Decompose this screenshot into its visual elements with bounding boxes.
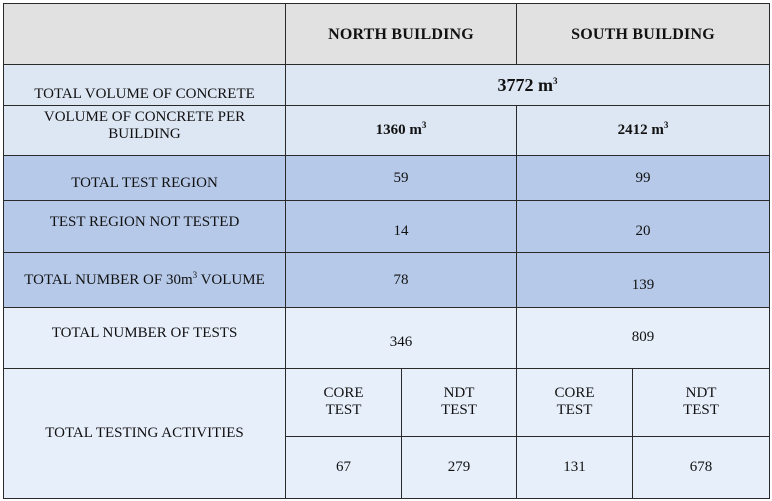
not-tested-row: TEST REGION NOT TESTED 14 20 [3, 200, 771, 254]
volume-per-building-label-line1: VOLUME OF CONCRETE PER [43, 109, 246, 126]
total-test-region-row: TOTAL TEST REGION 59 99 [3, 155, 771, 202]
north-ndt-test-value: 279 [400, 435, 518, 500]
total-tests-label: TOTAL NUMBER OF TESTS [3, 306, 286, 369]
north-core-header-line1: CORE [323, 385, 364, 402]
south-volume-exp: 3 [663, 120, 669, 131]
south-core-header-line2: TEST [556, 402, 593, 419]
volume-per-building-row: VOLUME OF CONCRETE PER BUILDING 1360 m3 … [3, 105, 771, 157]
north-core-test-value: 67 [285, 435, 402, 500]
south-core-header-line1: CORE [554, 385, 595, 402]
north-core-test-header: CORE TEST [285, 367, 402, 437]
total-volume-row: TOTAL VOLUME OF CONCRETE 3772 m3 [3, 64, 771, 107]
north-building-header: NORTH BUILDING [284, 2, 518, 66]
north-not-tested-value: 14 [284, 200, 518, 254]
south-ndt-header-line2: TEST [683, 402, 719, 419]
south-ndt-header-line1: NDT [685, 385, 717, 402]
south-volume-count-value: 139 [516, 252, 771, 308]
north-test-region-value: 59 [284, 155, 518, 202]
south-core-test-value: 131 [516, 435, 634, 500]
south-ndt-test-header: NDT TEST [632, 367, 771, 437]
south-not-tested-value: 20 [516, 200, 771, 254]
north-ndt-header-line1: NDT [443, 385, 475, 402]
not-tested-label: TEST REGION NOT TESTED [3, 200, 286, 254]
testing-activities-subheader-row: TOTAL TESTING ACTIVITIES CORE TEST NDT T… [3, 367, 771, 500]
south-ndt-test-value: 678 [632, 435, 771, 500]
volume-per-building-label-line2: BUILDING [108, 126, 181, 143]
volume-count-label-pre: TOTAL NUMBER OF 30m [24, 271, 193, 288]
header-row: NORTH BUILDING SOUTH BUILDING [3, 2, 771, 66]
total-tests-row: TOTAL NUMBER OF TESTS 346 809 [3, 306, 771, 369]
volume-count-label-post: VOLUME [197, 271, 265, 288]
total-volume-exp: 3 [553, 75, 558, 86]
north-volume-value: 1360 m [375, 122, 422, 139]
north-ndt-test-header: NDT TEST [400, 367, 518, 437]
south-volume-cell: 2412 m3 [516, 105, 771, 157]
north-volume-cell: 1360 m3 [284, 105, 518, 157]
total-volume-label: TOTAL VOLUME OF CONCRETE [3, 64, 286, 107]
south-building-header: SOUTH BUILDING [516, 2, 771, 66]
total-test-region-label: TOTAL TEST REGION [3, 155, 286, 202]
north-volume-count-value: 78 [284, 252, 518, 308]
south-test-region-value: 99 [516, 155, 771, 202]
volume-count-row: TOTAL NUMBER OF 30m3 VOLUME 78 139 [3, 252, 771, 308]
north-core-header-line2: TEST [325, 402, 362, 419]
south-core-test-header: CORE TEST [516, 367, 634, 437]
total-volume-value: 3772 m3 [284, 64, 771, 107]
north-total-tests-value: 346 [284, 306, 518, 369]
testing-activities-values-row: 67 279 131 678 [4, 435, 771, 500]
testing-activities-label: TOTAL TESTING ACTIVITIES [3, 367, 286, 500]
south-volume-value: 2412 m [617, 122, 664, 139]
concrete-testing-table: NORTH BUILDING SOUTH BUILDING TOTAL VOLU… [3, 2, 771, 500]
south-total-tests-value: 809 [516, 306, 771, 369]
header-blank-cell [3, 2, 286, 66]
total-volume-number: 3772 m [497, 74, 554, 95]
volume-per-building-label: VOLUME OF CONCRETE PER BUILDING [3, 105, 286, 157]
volume-count-label-exp: 3 [192, 269, 198, 280]
north-ndt-header-line2: TEST [441, 402, 477, 419]
north-volume-exp: 3 [421, 120, 427, 131]
volume-count-label: TOTAL NUMBER OF 30m3 VOLUME [3, 252, 286, 308]
